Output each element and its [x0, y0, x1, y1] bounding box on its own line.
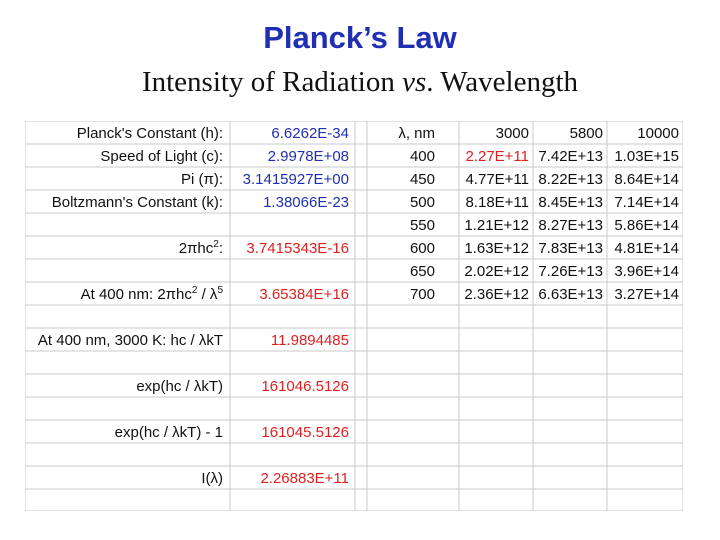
value-intensity: 2.26883E+11	[260, 470, 349, 487]
table-row: 650 2.02E+12 7.26E+13 3.96E+14	[410, 263, 679, 280]
row-wavelength: 700	[410, 286, 435, 303]
row-value-5800: 7.26E+13	[538, 263, 603, 280]
row-value-10000: 8.64E+14	[614, 171, 679, 188]
row-value-5800: 8.22E+13	[538, 171, 603, 188]
row-value-3000: 1.63E+12	[464, 240, 529, 257]
value-exp: 161046.5126	[261, 378, 349, 395]
header-lambda: λ, nm	[398, 125, 435, 142]
row-wavelength: 400	[410, 148, 435, 165]
label-at400-main: At 400 nm: 2πhc	[81, 286, 193, 303]
label-boltzmann: Boltzmann's Constant (k):	[52, 194, 223, 211]
spreadsheet: Planck's Constant (h): Speed of Light (c…	[24, 120, 684, 516]
row-value-10000: 7.14E+14	[614, 194, 679, 211]
table-row: 450 4.77E+11 8.22E+13 8.64E+14	[410, 171, 679, 188]
label-at400: At 400 nm: 2πhc2 / λ5	[81, 285, 224, 303]
subtitle-vs: vs	[402, 66, 427, 98]
table-row: 550 1.21E+12 8.27E+13 5.86E+14	[410, 217, 679, 234]
row-value-5800: 7.83E+13	[538, 240, 603, 257]
row-wavelength: 550	[410, 217, 435, 234]
value-boltzmann: 1.38066E-23	[263, 194, 349, 211]
label-intensity: I(λ)	[201, 470, 223, 487]
header-temp-10000: 10000	[637, 125, 679, 142]
label-pi: Pi (π):	[181, 171, 223, 188]
label-hclkt: At 400 nm, 3000 K: hc / λkT	[38, 332, 223, 349]
row-wavelength: 500	[410, 194, 435, 211]
label-planck: Planck's Constant (h):	[77, 125, 223, 142]
label-expm1: exp(hc / λkT) - 1	[115, 424, 223, 441]
header-temp-5800: 5800	[570, 125, 603, 142]
spreadsheet-grid: Planck's Constant (h): Speed of Light (c…	[24, 120, 684, 512]
label-2pihc2: 2πhc2:	[179, 239, 223, 257]
row-value-5800: 6.63E+13	[538, 286, 603, 303]
table-row: 700 2.36E+12 6.63E+13 3.27E+14	[410, 286, 679, 303]
value-at400: 3.65384E+16	[259, 286, 349, 303]
row-value-10000: 5.86E+14	[614, 217, 679, 234]
sheet-border	[24, 120, 684, 512]
label-exp: exp(hc / λkT)	[136, 378, 223, 395]
value-hclkt: 11.9894485	[271, 332, 349, 349]
row-value-10000: 3.27E+14	[614, 286, 679, 303]
row-value-3000: 2.27E+11	[465, 148, 529, 165]
table-row: 500 8.18E+11 8.45E+13 7.14E+14	[410, 194, 679, 211]
label-light: Speed of Light (c):	[100, 148, 223, 165]
value-expm1: 161045.5126	[261, 424, 349, 441]
subtitle-part2: . Wavelength	[426, 66, 579, 98]
row-wavelength: 450	[410, 171, 435, 188]
value-2pihc2: 3.7415343E-16	[246, 240, 349, 257]
table-row: 400 2.27E+11 7.42E+13 1.03E+15	[410, 148, 679, 165]
label-at400-mid: / λ	[197, 286, 218, 303]
row-wavelength: 600	[410, 240, 435, 257]
subtitle-part1: Intensity of Radiation	[141, 66, 403, 98]
value-light: 2.9978E+08	[268, 148, 349, 165]
label-2pihc2-end: :	[219, 240, 223, 257]
label-at400-sup2: 5	[217, 285, 223, 296]
row-value-5800: 8.45E+13	[538, 194, 603, 211]
row-value-3000: 8.18E+11	[465, 194, 529, 211]
row-value-3000: 4.77E+11	[465, 171, 529, 188]
grid-lines	[25, 121, 683, 511]
row-value-5800: 7.42E+13	[538, 148, 603, 165]
row-value-3000: 1.21E+12	[464, 217, 529, 234]
page-subtitle: Intensity of Radiation vs. Wavelength	[0, 66, 720, 99]
page-title: Planck’s Law	[263, 20, 457, 55]
value-pi: 3.1415927E+00	[243, 171, 349, 188]
label-2pihc2-sup: 2	[213, 239, 219, 250]
header-temp-3000: 3000	[496, 125, 529, 142]
row-value-10000: 3.96E+14	[614, 263, 679, 280]
row-value-3000: 2.02E+12	[464, 263, 529, 280]
row-value-10000: 1.03E+15	[614, 148, 679, 165]
row-value-5800: 8.27E+13	[538, 217, 603, 234]
label-at400-sup: 2	[192, 285, 198, 296]
label-2pihc2-main: 2πhc	[179, 240, 214, 257]
row-value-3000: 2.36E+12	[464, 286, 529, 303]
row-value-10000: 4.81E+14	[614, 240, 679, 257]
row-wavelength: 650	[410, 263, 435, 280]
table-row: 600 1.63E+12 7.83E+13 4.81E+14	[410, 240, 679, 257]
value-planck: 6.6262E-34	[271, 125, 349, 142]
